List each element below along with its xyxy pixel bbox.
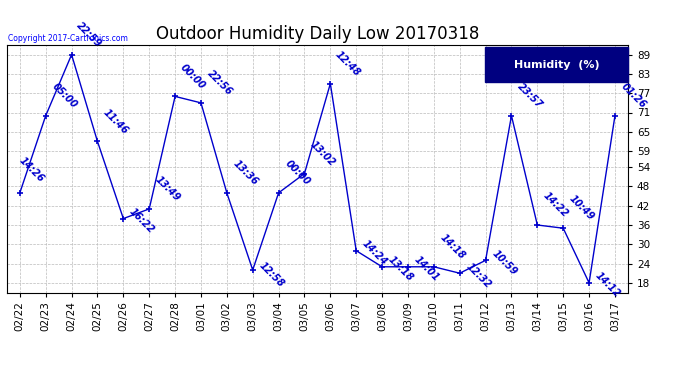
- Text: 00:00: 00:00: [283, 158, 312, 187]
- Text: 12:48: 12:48: [333, 49, 362, 78]
- Text: 13:02: 13:02: [308, 139, 337, 168]
- Text: 05:00: 05:00: [50, 81, 79, 110]
- Text: 13:36: 13:36: [231, 158, 260, 187]
- Text: 23:57: 23:57: [515, 81, 544, 110]
- Text: 14:12: 14:12: [593, 271, 622, 300]
- Text: 14:18: 14:18: [438, 232, 467, 261]
- FancyBboxPatch shape: [485, 48, 628, 82]
- Text: 14:22: 14:22: [542, 190, 571, 219]
- Text: 22:56: 22:56: [205, 68, 234, 97]
- Text: 22:59: 22:59: [75, 20, 104, 49]
- Text: 10:49: 10:49: [567, 194, 596, 223]
- Title: Outdoor Humidity Daily Low 20170318: Outdoor Humidity Daily Low 20170318: [156, 26, 479, 44]
- Text: 14:01: 14:01: [412, 255, 441, 284]
- Text: Copyright 2017-Cartronics.com: Copyright 2017-Cartronics.com: [8, 33, 128, 42]
- Text: 10:59: 10:59: [490, 248, 519, 277]
- Text: 12:58: 12:58: [257, 261, 286, 290]
- Text: 01:26: 01:26: [619, 81, 648, 110]
- Text: 14:24: 14:24: [360, 238, 389, 267]
- Text: Humidity  (%): Humidity (%): [513, 60, 600, 70]
- Text: 13:18: 13:18: [386, 255, 415, 284]
- Text: 16:22: 16:22: [128, 206, 157, 235]
- Text: 00:00: 00:00: [178, 62, 207, 91]
- Text: 14:26: 14:26: [17, 156, 46, 184]
- Text: 11:46: 11:46: [101, 107, 130, 136]
- Text: 12:32: 12:32: [464, 261, 493, 290]
- Text: 13:49: 13:49: [153, 174, 182, 203]
